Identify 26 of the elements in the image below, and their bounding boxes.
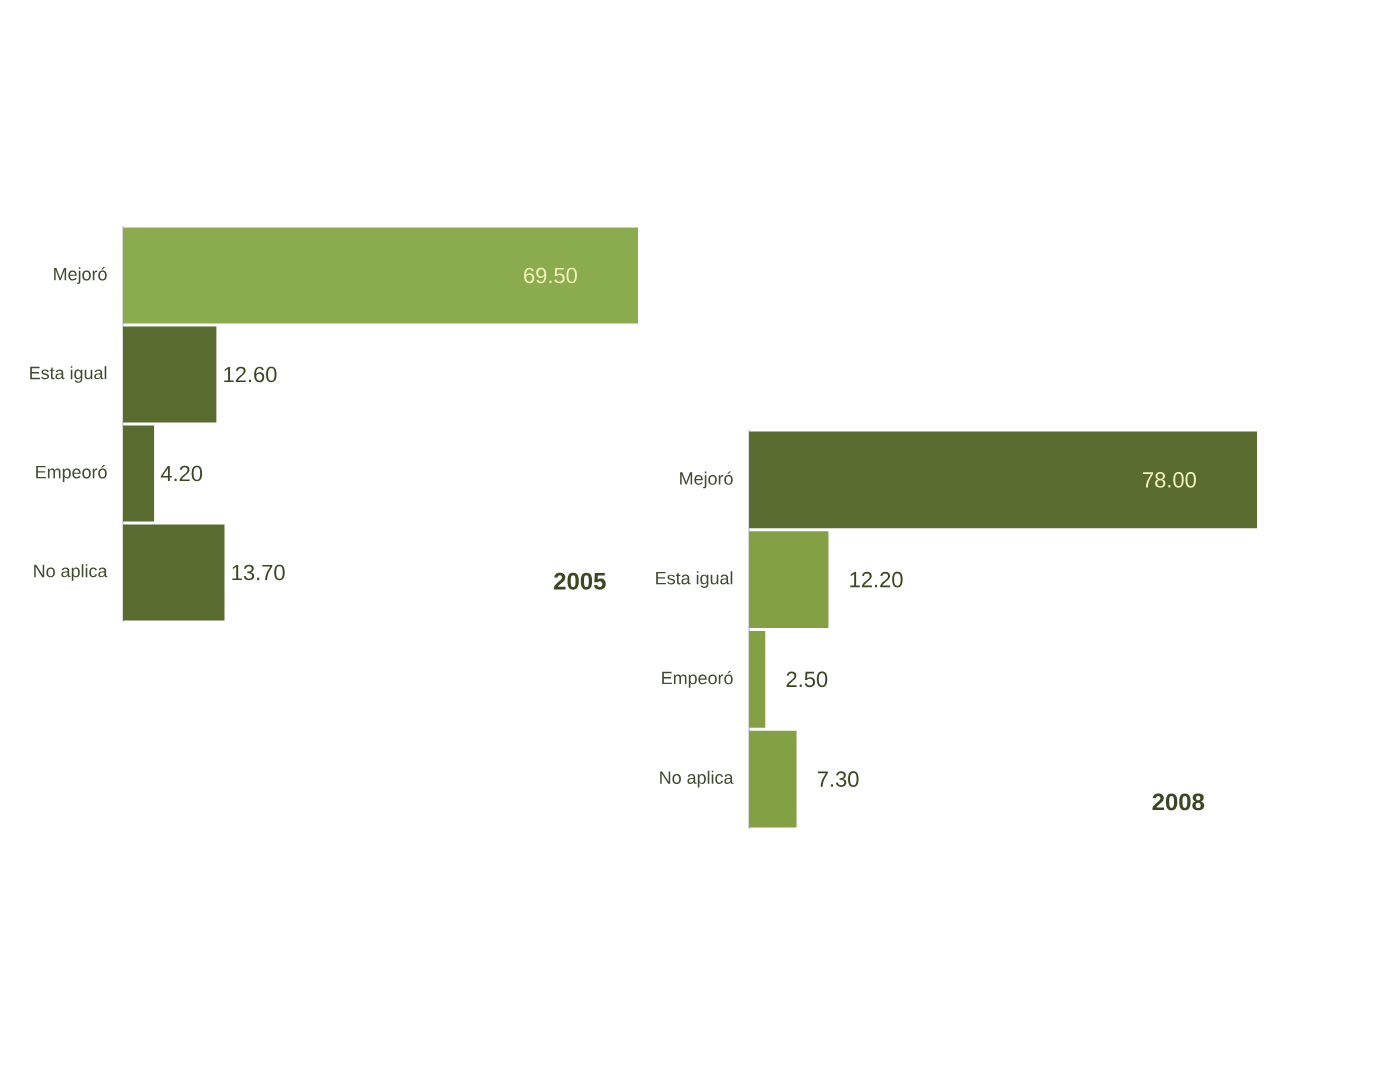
data-label: 2.50: [786, 671, 828, 688]
data-label: 4.20: [160, 465, 203, 482]
data-label: 7.30: [817, 771, 859, 787]
y-tick-label: Esta igual: [30, 366, 107, 383]
y-tick-label: Mejoró: [54, 267, 107, 284]
bar: [749, 631, 766, 728]
y-tick-label: Empeoró: [662, 670, 733, 688]
bar: [123, 227, 639, 324]
data-label: 12.20: [850, 571, 903, 588]
bar: [123, 524, 225, 621]
bar: [749, 730, 797, 828]
data-label: 13.70: [232, 564, 285, 581]
text: 2005: [554, 572, 606, 590]
data-label: 69.50: [524, 267, 577, 284]
y-tick-label: Empeoró: [36, 465, 107, 482]
bar: [749, 531, 829, 628]
bar: [749, 431, 1258, 529]
y-tick-label: No aplica: [660, 770, 734, 788]
y-tick-label: Esta igual: [656, 571, 733, 588]
data-label: 78.00: [1143, 472, 1196, 488]
data-label: 12.60: [224, 366, 277, 383]
bar: [123, 326, 217, 423]
bar: [123, 425, 155, 522]
text: 2008: [1152, 793, 1205, 811]
y-tick-label: No aplica: [34, 564, 108, 581]
y-tick-label: Mejoró: [680, 471, 733, 489]
